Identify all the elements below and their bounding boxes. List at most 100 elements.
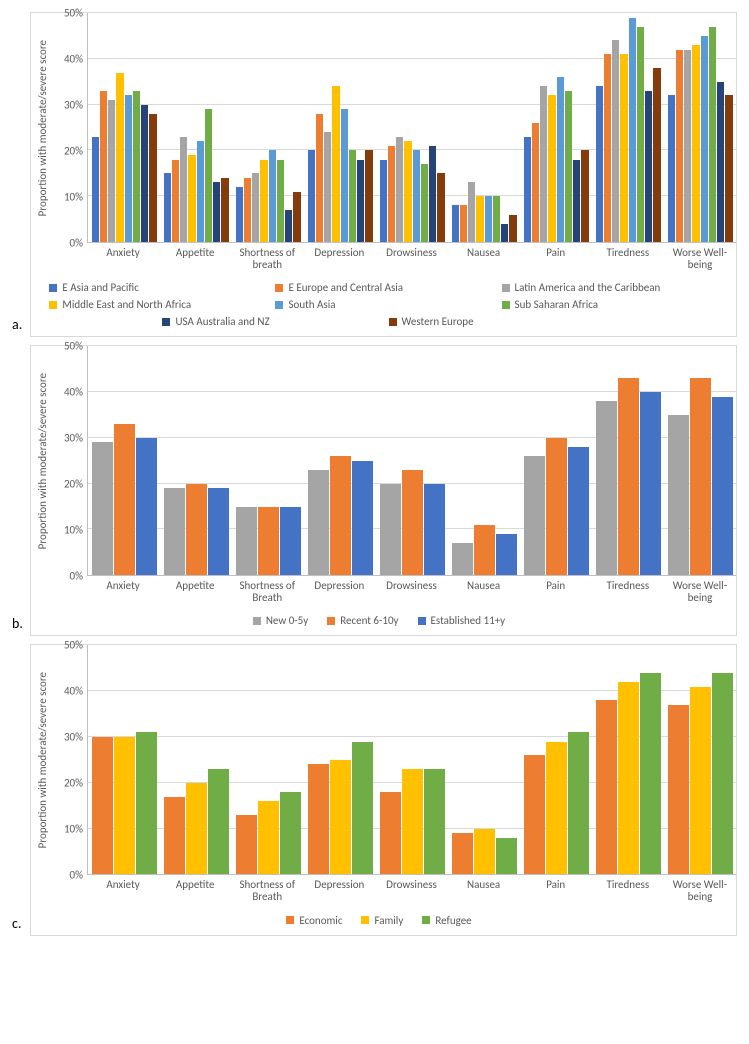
- legend-item: Sub Saharan Africa: [497, 298, 723, 311]
- plot-area: [87, 645, 736, 875]
- bar: [186, 484, 207, 576]
- bar: [402, 769, 423, 874]
- x-axis-label: Anxiety: [87, 875, 159, 907]
- bar: [280, 792, 301, 874]
- bar: [640, 673, 661, 875]
- bar: [380, 792, 401, 874]
- bar: [524, 755, 545, 874]
- x-axis-label: Depression: [303, 243, 375, 275]
- bar: [285, 210, 292, 242]
- bar: [213, 182, 220, 242]
- bar: [596, 86, 603, 242]
- legend-label: USA Australia and NZ: [175, 315, 269, 328]
- bar: [280, 507, 301, 576]
- bar: [596, 401, 617, 575]
- x-axis-label: Nausea: [448, 243, 520, 275]
- x-axis-label: Shortness of Breath: [231, 875, 303, 907]
- bar: [424, 484, 445, 576]
- bar: [604, 54, 611, 242]
- bar: [330, 456, 351, 575]
- bar: [629, 18, 636, 242]
- bar: [424, 769, 445, 874]
- bar: [277, 160, 284, 242]
- bar: [421, 164, 428, 242]
- x-axis-label: Shortness of Breath: [231, 576, 303, 608]
- bar: [92, 442, 113, 575]
- panel-label: a.: [12, 316, 30, 337]
- y-axis-title: Proportion with moderate/severe score: [36, 672, 49, 848]
- bar: [620, 54, 627, 242]
- bar: [396, 137, 403, 242]
- bar: [532, 123, 539, 242]
- category-group: [664, 645, 736, 874]
- bar: [236, 187, 243, 242]
- legend: EconomicFamilyRefugee: [31, 908, 736, 935]
- category-group: [448, 645, 520, 874]
- bar: [485, 196, 492, 242]
- bar: [133, 91, 140, 242]
- y-tick-label: 40%: [64, 685, 83, 698]
- bar: [236, 815, 257, 875]
- legend-swatch: [327, 617, 335, 625]
- bar: [308, 470, 329, 575]
- category-group: [664, 346, 736, 575]
- bar: [540, 86, 547, 242]
- bar: [380, 160, 387, 242]
- bar: [692, 45, 699, 242]
- bar: [136, 732, 157, 874]
- x-labels: AnxietyAppetiteShortness of breathDepres…: [87, 243, 736, 275]
- bar: [349, 150, 356, 242]
- bar: [690, 378, 711, 575]
- category-group: [232, 13, 304, 242]
- panel-c: c.Proportion with moderate/severe score0…: [12, 644, 737, 935]
- bar: [712, 673, 733, 875]
- bar: [164, 797, 185, 875]
- bar: [402, 470, 423, 575]
- y-tick-label: 0%: [70, 237, 83, 250]
- bar: [293, 192, 300, 242]
- category-group: [520, 645, 592, 874]
- bar: [437, 173, 444, 242]
- bar: [205, 109, 212, 242]
- x-labels: AnxietyAppetiteShortness of BreathDepres…: [87, 875, 736, 907]
- legend-label: Recent 6-10y: [340, 614, 398, 627]
- bar: [100, 91, 107, 242]
- y-tick-label: 20%: [64, 145, 83, 158]
- y-tick-label: 10%: [64, 823, 83, 836]
- bar: [332, 86, 339, 242]
- x-axis-label: Depression: [303, 875, 375, 907]
- legend-item: New 0-5y: [248, 614, 322, 627]
- bar: [645, 91, 652, 242]
- bar: [186, 783, 207, 875]
- legend-swatch: [49, 284, 57, 292]
- bar: [653, 68, 660, 242]
- bar: [413, 150, 420, 242]
- category-group: [88, 645, 160, 874]
- legend-swatch: [275, 301, 283, 309]
- bar: [114, 424, 135, 575]
- bar: [164, 173, 171, 242]
- legend-item: Middle East and North Africa: [44, 298, 270, 311]
- y-tick-label: 0%: [70, 570, 83, 583]
- legend-label: Refugee: [435, 914, 471, 927]
- category-group: [88, 13, 160, 242]
- chart-block: Proportion with moderate/severe score 0%1…: [30, 644, 737, 935]
- x-axis-label: Depression: [303, 576, 375, 608]
- chart-block: Proportion with moderate/severe score0%1…: [30, 345, 737, 636]
- x-axis-label: Anxiety: [87, 576, 159, 608]
- legend-item: E Europe and Central Asia: [270, 281, 496, 294]
- bar: [208, 488, 229, 575]
- bar: [352, 461, 373, 576]
- bar: [546, 438, 567, 575]
- y-ticks: 0%10%20%30%40%50%: [53, 645, 87, 875]
- bar: [640, 392, 661, 575]
- legend-swatch: [389, 318, 397, 326]
- bar: [725, 95, 732, 242]
- bar: [684, 50, 691, 242]
- legend-swatch: [162, 318, 170, 326]
- y-tick-label: 20%: [64, 478, 83, 491]
- x-labels: AnxietyAppetiteShortness of BreathDepres…: [87, 576, 736, 608]
- bar: [474, 829, 495, 875]
- category-group: [304, 346, 376, 575]
- category-group: [448, 13, 520, 242]
